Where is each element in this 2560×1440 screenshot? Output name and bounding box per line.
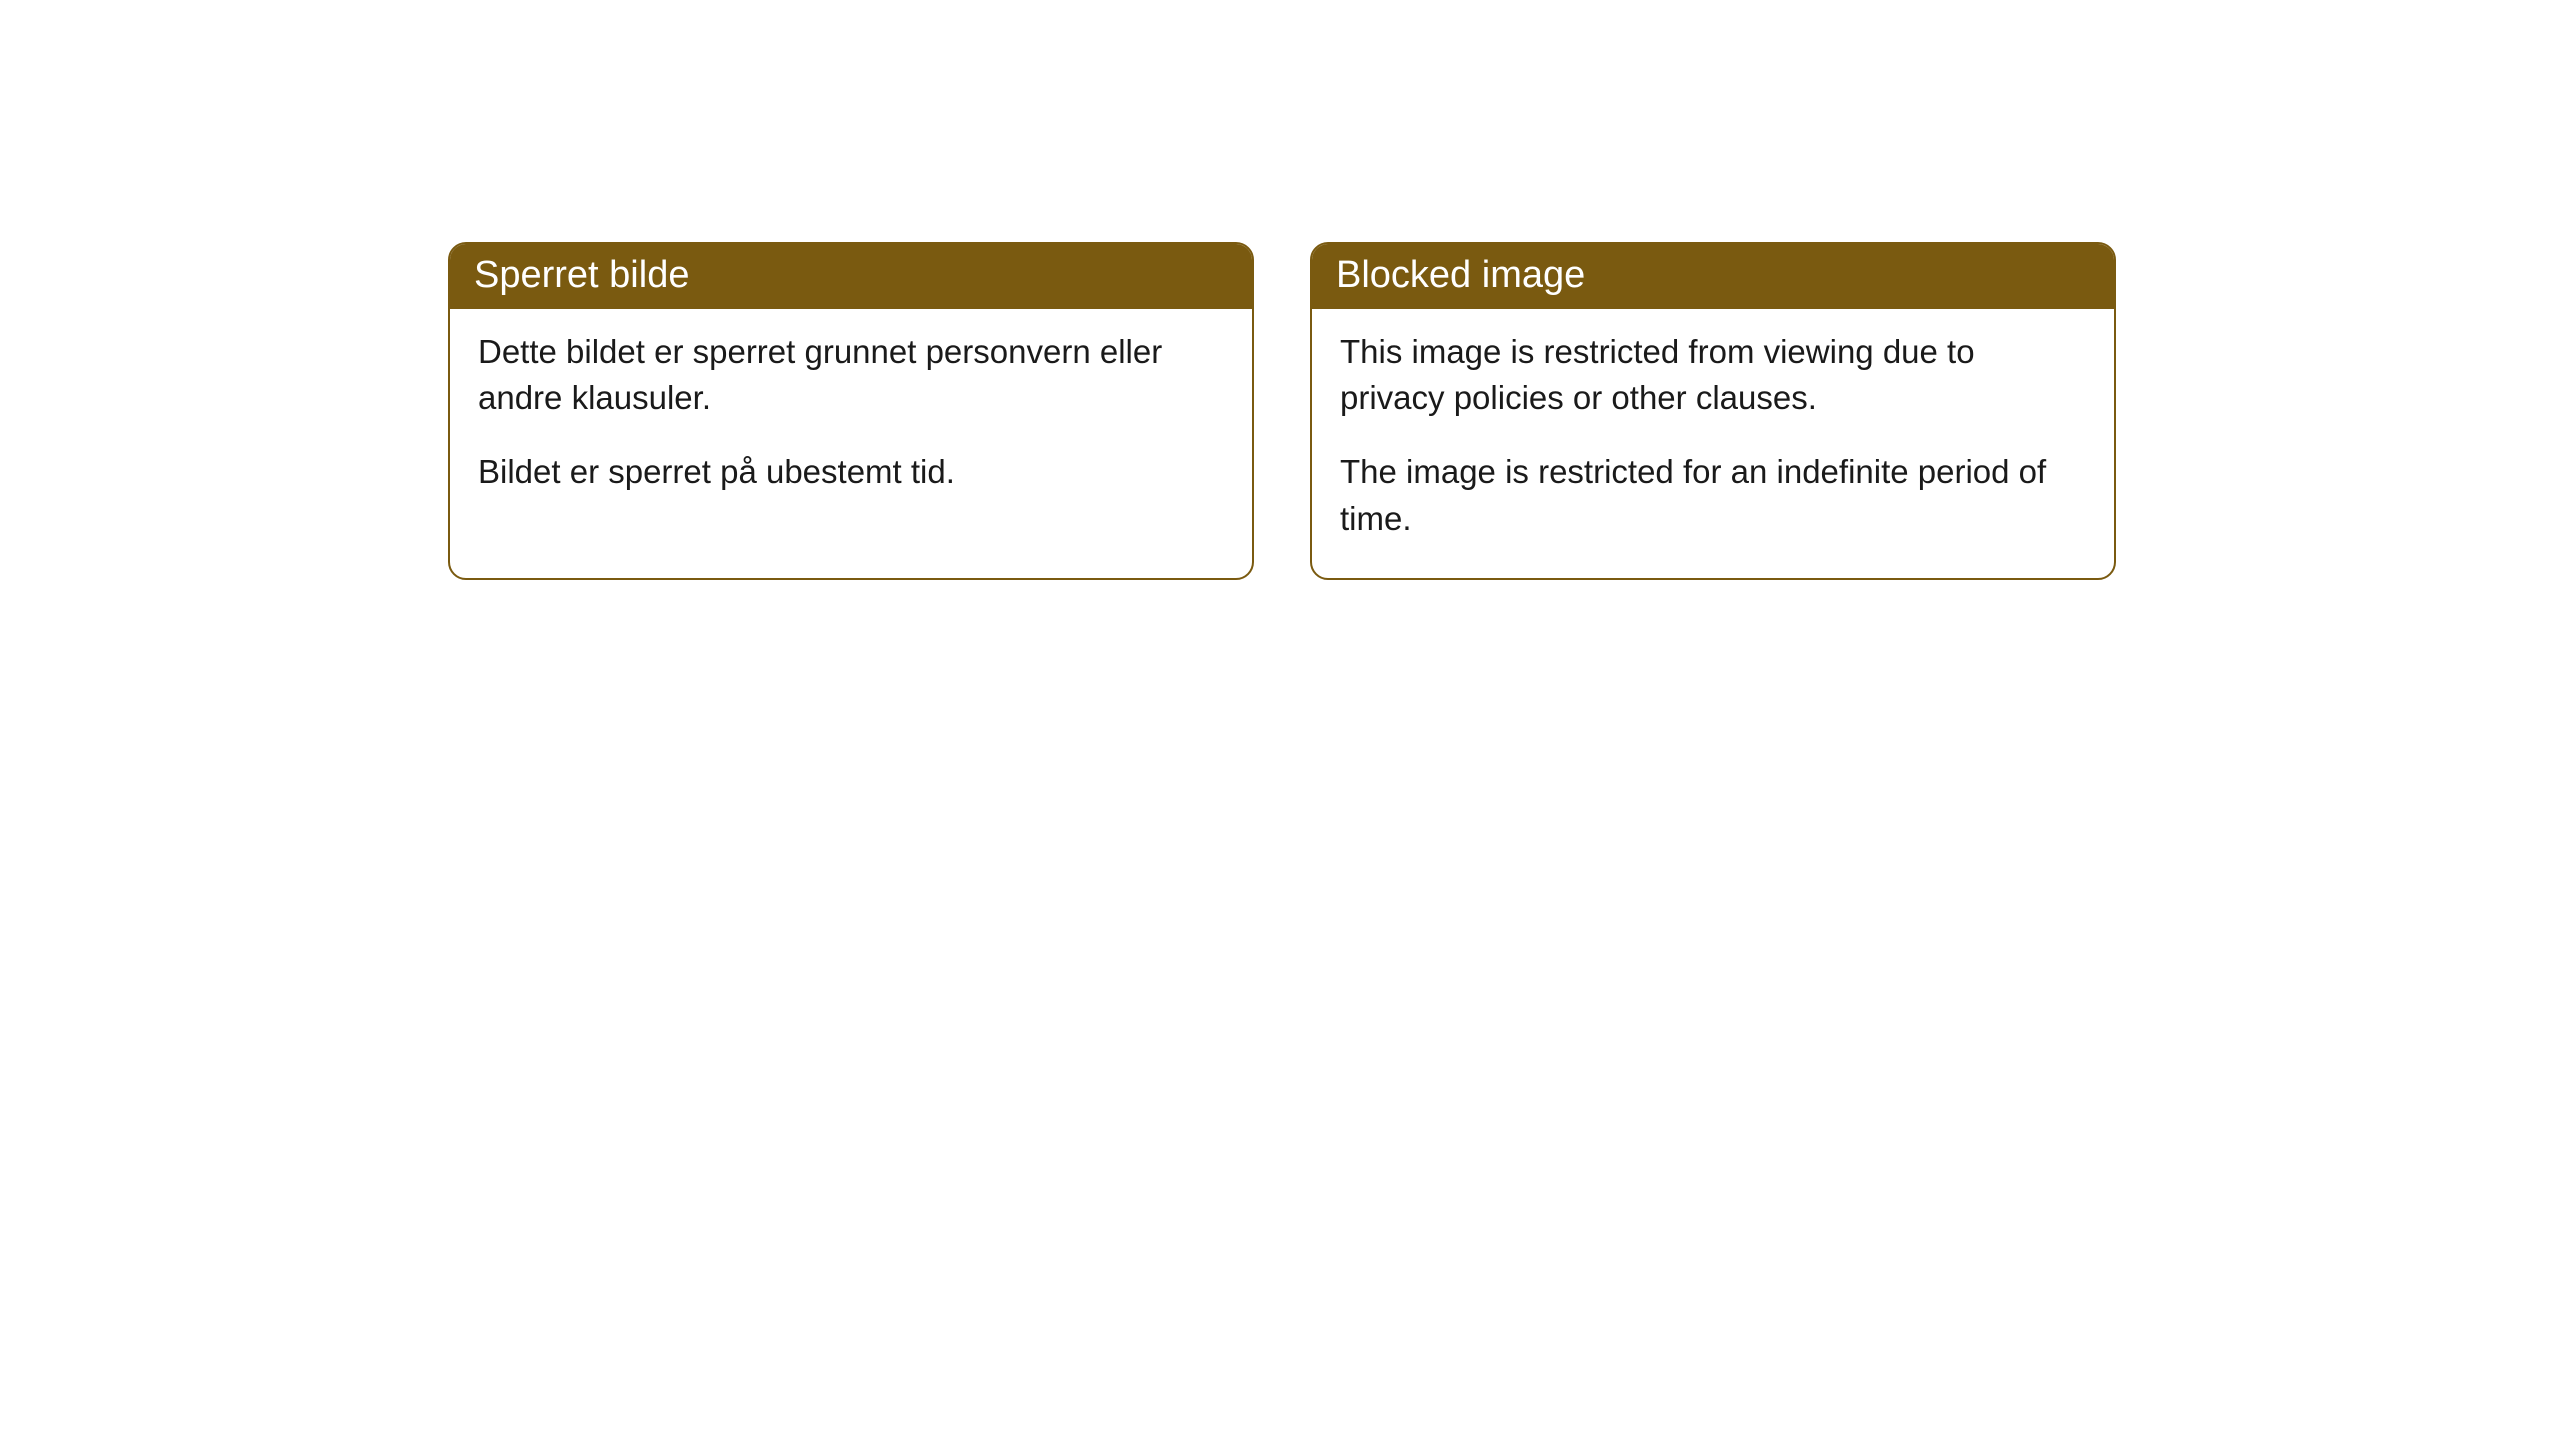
- card-text-en-2: The image is restricted for an indefinit…: [1340, 449, 2086, 541]
- card-header-no: Sperret bilde: [450, 244, 1252, 309]
- card-text-no-1: Dette bildet er sperret grunnet personve…: [478, 329, 1224, 421]
- card-header-en: Blocked image: [1312, 244, 2114, 309]
- blocked-image-card-no: Sperret bilde Dette bildet er sperret gr…: [448, 242, 1254, 580]
- card-text-en-1: This image is restricted from viewing du…: [1340, 329, 2086, 421]
- card-body-no: Dette bildet er sperret grunnet personve…: [450, 309, 1252, 532]
- blocked-image-card-en: Blocked image This image is restricted f…: [1310, 242, 2116, 580]
- card-text-no-2: Bildet er sperret på ubestemt tid.: [478, 449, 1224, 495]
- card-body-en: This image is restricted from viewing du…: [1312, 309, 2114, 578]
- notice-cards-container: Sperret bilde Dette bildet er sperret gr…: [448, 242, 2116, 580]
